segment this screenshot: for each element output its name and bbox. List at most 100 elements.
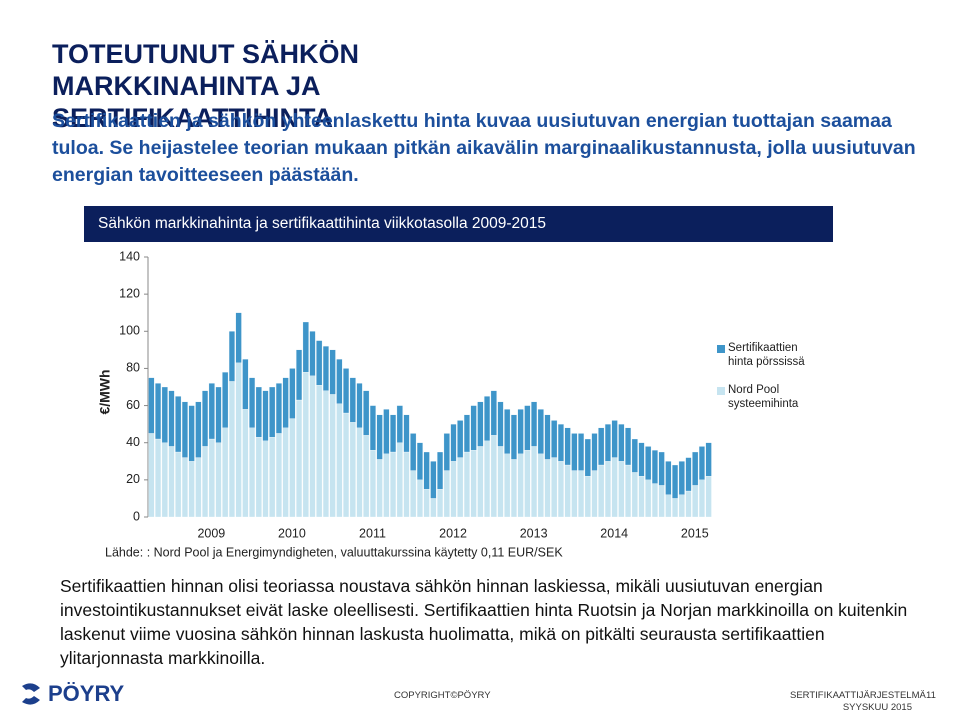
bar-segment [336, 403, 343, 518]
logo-icon [22, 683, 40, 705]
bar-segment [604, 423, 611, 462]
bar-segment [369, 405, 376, 451]
bar-segment [470, 449, 477, 518]
bar-segment [457, 457, 464, 518]
bar-segment [228, 381, 235, 518]
bar-segment [450, 423, 457, 462]
legend-swatch [717, 345, 725, 353]
bar-segment [584, 475, 591, 518]
legend-label: Nord Pool systeemihinta [728, 384, 799, 410]
bar-segment [504, 409, 511, 455]
bar-segment [155, 383, 162, 440]
bar-segment [571, 433, 578, 471]
bar-segment [302, 321, 309, 373]
bar-segment [638, 475, 645, 518]
bar-segment [356, 427, 363, 518]
bar-segment [618, 461, 625, 518]
bar-segment [517, 453, 524, 518]
bar-segment [195, 457, 202, 518]
bar-segment [698, 479, 705, 518]
bar-segment [208, 438, 215, 518]
bar-segment [598, 427, 605, 466]
y-tick-label: 20 [126, 472, 140, 486]
bar-segment [537, 409, 544, 455]
bar-segment [416, 442, 423, 481]
y-tick-label: 120 [119, 286, 140, 300]
bar-segment [161, 442, 168, 518]
bar-segment [336, 358, 343, 404]
bar-segment [544, 414, 551, 460]
bar-segment [403, 451, 410, 518]
y-axis-label: €/MWh [97, 369, 113, 414]
bar-segment [578, 470, 585, 518]
bar-segment [255, 436, 262, 518]
logo-mark: PÖYRY [22, 681, 125, 706]
bar-segment [235, 362, 242, 518]
bar-segment [390, 451, 397, 518]
chart-title: Sähkön markkinahinta ja sertifikaattihin… [98, 215, 546, 232]
bar-segment [698, 446, 705, 481]
bar-segment [349, 377, 356, 423]
bar-segment [343, 412, 350, 518]
bar-segment [557, 461, 564, 518]
y-tick-label: 40 [126, 435, 140, 449]
chart: Sähkön markkinahinta ja sertifikaattihin… [84, 206, 833, 559]
bar-segment [316, 340, 323, 386]
bar-segment [645, 479, 652, 518]
bar-segment [692, 485, 699, 518]
bar-segment [322, 390, 329, 518]
bar-segment [275, 383, 282, 434]
bar-segment [181, 401, 188, 458]
bar-segment [678, 494, 685, 518]
bar-segment [222, 427, 229, 518]
bar-segment [564, 427, 571, 466]
bar-segment [638, 442, 645, 477]
bar-segment [658, 485, 665, 518]
legend-item: Sertifikaattien hinta pörssissä [728, 342, 805, 368]
y-tick-label: 80 [126, 361, 140, 375]
bar-segment [155, 438, 162, 518]
legend-label: Sertifikaattien hinta pörssissä [728, 342, 805, 368]
chart-header-bar [84, 206, 833, 242]
y-tick-label: 140 [119, 249, 140, 263]
bar-segment [282, 427, 289, 518]
bar-segment [423, 488, 430, 518]
bar-segment [396, 405, 403, 443]
bar-segment [175, 396, 182, 453]
bar-segment [249, 377, 256, 429]
x-tick-label: 2010 [278, 526, 306, 540]
bar-segment [430, 461, 437, 499]
bar-segment [289, 418, 296, 518]
bar-segment [524, 449, 531, 518]
x-tick-label: 2012 [439, 526, 467, 540]
bar-segment [611, 420, 618, 458]
bar-segment [329, 349, 336, 395]
bar-segment [463, 451, 470, 518]
bar-segment [490, 390, 497, 436]
bar-segment [477, 401, 484, 447]
bar-segment [692, 451, 699, 486]
bar-segment [645, 446, 652, 481]
bar-segment [551, 457, 558, 518]
bar-segment [517, 409, 524, 455]
bar-segment [383, 409, 390, 455]
bar-segment [463, 414, 470, 453]
slide-subtitle: Sertifikaattien ja sähkön yhteenlaskettu… [52, 110, 916, 186]
bar-segment [269, 386, 276, 438]
bar-segment [490, 435, 497, 518]
bar-segment [383, 453, 390, 518]
bar-segment [329, 394, 336, 518]
y-tick-label: 0 [133, 509, 140, 523]
bar-segment [531, 446, 538, 518]
bar-segment [410, 433, 417, 471]
bar-segment [302, 371, 309, 518]
bar-segment [215, 386, 222, 443]
bar-segment [510, 414, 517, 460]
footer-info: SERTIFIKAATTIJÄRJESTELMÄ SYYSKUU 2015 [790, 690, 926, 712]
bar-segment [658, 451, 665, 486]
bar-segment [410, 470, 417, 518]
bar-segment [531, 401, 538, 447]
bar-segment [255, 386, 262, 438]
bar-segment [477, 446, 484, 518]
legend-item: Nord Pool systeemihinta [728, 384, 799, 410]
